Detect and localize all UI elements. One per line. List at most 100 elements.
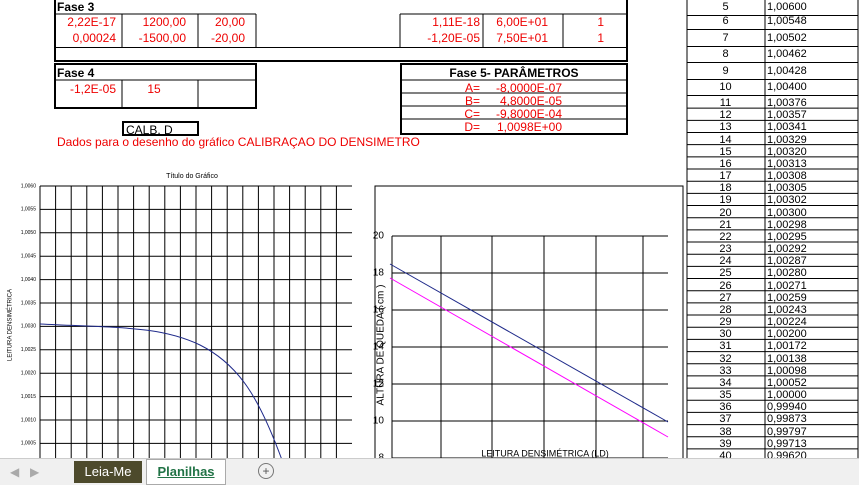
row-value: 0,99797 <box>767 425 807 438</box>
row-value: 1,00000 <box>767 389 807 402</box>
cell: 7,50E+01 <box>496 31 548 45</box>
row-number: 8 <box>722 48 729 60</box>
curve <box>39 323 283 461</box>
cell: 15 <box>147 82 161 96</box>
row-number: 9 <box>722 65 729 77</box>
row-number: 29 <box>719 316 732 329</box>
row-value: 1,00172 <box>767 340 807 353</box>
row-value: 1,00428 <box>767 65 807 77</box>
row-number: 16 <box>719 157 732 170</box>
fase4-title: Fase 4 <box>57 66 95 80</box>
y-tick-label: 12 <box>373 379 385 390</box>
y-tick-label: 20 <box>373 231 385 242</box>
y-tick-label: 14 <box>373 342 385 353</box>
tab-active[interactable]: Planilhas <box>146 459 226 485</box>
calb-label: CALB. D <box>126 123 173 137</box>
row-number: 39 <box>719 437 732 450</box>
cell: -1,20E-05 <box>427 31 480 45</box>
row-value: 1,00287 <box>767 255 807 268</box>
row-value: 1,00329 <box>767 133 807 146</box>
row-number: 32 <box>719 352 732 365</box>
param-value: -8,0000E-07 <box>495 81 562 95</box>
row-value: 1,00313 <box>767 157 807 170</box>
row-number: 27 <box>719 291 732 304</box>
cell: 1200,00 <box>142 15 186 29</box>
y-tick-label: 1,0020 <box>21 371 37 377</box>
chart-title: Título do Gráfico <box>166 173 218 180</box>
cell: -1500,00 <box>138 31 186 45</box>
row-value: 1,00357 <box>767 109 807 122</box>
row-value: 1,00400 <box>767 81 807 93</box>
calb-box <box>122 121 199 136</box>
row-value: 1,00292 <box>767 243 807 256</box>
y-tick-label: 1,0055 <box>21 207 37 213</box>
row-value: 1,00298 <box>767 218 807 231</box>
add-sheet[interactable]: + <box>258 463 274 479</box>
row-value: 1,00200 <box>767 328 807 341</box>
row-number: 6 <box>722 15 729 27</box>
row-value: 1,00271 <box>767 279 807 292</box>
nav-next[interactable]: ▶ <box>30 465 40 479</box>
row-number: 21 <box>719 218 732 231</box>
y-tick-label: 1,0045 <box>21 254 37 260</box>
y-tick-label: 1,0010 <box>21 417 37 423</box>
fase3-box <box>54 0 628 62</box>
row-number: 14 <box>719 133 732 146</box>
row-number: 30 <box>719 328 732 341</box>
row-number: 35 <box>719 389 732 402</box>
cell: 0,00024 <box>72 31 116 45</box>
note: Dados para o desenho do gráfico CALIBRAÇ… <box>57 135 420 149</box>
fase4-box <box>54 63 257 109</box>
cell: -1,2E-05 <box>69 82 116 96</box>
y-tick-label: 1,0035 <box>21 300 37 306</box>
row-value: 1,00280 <box>767 267 807 280</box>
y-axis-label: LEITURA DENSIMÉTRICA <box>7 289 14 361</box>
chart-frame <box>374 185 684 467</box>
row-number: 38 <box>719 425 732 438</box>
row-number: 13 <box>719 121 732 134</box>
row-number: 22 <box>719 230 732 243</box>
row-value: 1,00052 <box>767 376 807 389</box>
nav-prev[interactable]: ◀ <box>10 465 20 479</box>
row-number: 19 <box>719 194 732 207</box>
cell: -20,00 <box>210 31 245 45</box>
row-value: 1,00600 <box>767 1 807 13</box>
line-series <box>389 277 669 438</box>
row-number: 25 <box>719 267 732 280</box>
cell: 20,00 <box>214 15 245 29</box>
row-number: 26 <box>719 279 732 292</box>
row-value: 1,00138 <box>767 352 807 365</box>
param-value: -9,8000E-04 <box>495 107 562 121</box>
row-number: 17 <box>719 170 732 183</box>
row-number: 33 <box>719 364 732 377</box>
y-tick-label: 1,0015 <box>21 394 37 400</box>
row-number: 37 <box>719 413 732 426</box>
param-name: C= <box>464 107 480 121</box>
param-name: A= <box>464 81 480 95</box>
y-tick-label: 1,0040 <box>21 277 37 283</box>
row-number: 10 <box>719 81 732 93</box>
row-value: 1,00341 <box>767 121 807 134</box>
row-value: 0,99873 <box>767 413 807 426</box>
row-value: 1,00308 <box>767 170 807 183</box>
row-value: 1,00305 <box>767 182 807 195</box>
row-number: 7 <box>722 32 729 44</box>
row-value: 1,00098 <box>767 364 807 377</box>
param-value: 1,0098E+00 <box>496 120 562 134</box>
param-value: 4,8000E-05 <box>499 94 562 108</box>
fase5-box <box>400 63 628 135</box>
row-number: 11 <box>719 97 732 109</box>
row-number: 18 <box>719 182 732 195</box>
row-number: 15 <box>719 145 732 158</box>
row-number: 24 <box>719 255 732 268</box>
tab[interactable]: Leia-Me <box>74 461 142 483</box>
row-value: 0,99940 <box>767 401 807 414</box>
row-number: 5 <box>722 1 729 13</box>
y-axis-label: ALTURA DE QUEDA ( cm ) <box>376 285 387 406</box>
y-tick-label: 18 <box>373 268 385 279</box>
param-name: D= <box>464 120 480 134</box>
row-value: 1,00224 <box>767 316 807 329</box>
row-value: 1,00302 <box>767 194 807 207</box>
